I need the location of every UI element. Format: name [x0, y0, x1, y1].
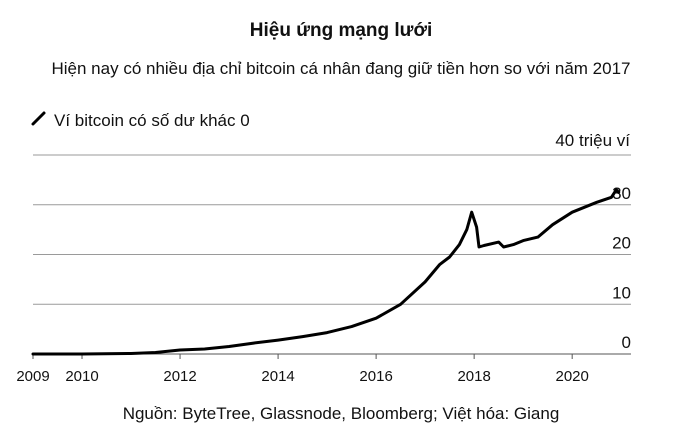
- y-tick-label: 0: [622, 333, 631, 352]
- gridlines: [33, 154, 631, 355]
- series-layer: [31, 188, 621, 356]
- x-tick-label: 2018: [457, 368, 490, 385]
- x-ticks: 2009 2010 2012 2014 2016 2018 2020: [16, 354, 589, 385]
- legend: Ví bitcoin có số dư khác 0: [31, 111, 250, 130]
- legend-label: Ví bitcoin có số dư khác 0: [54, 111, 250, 130]
- chart-subtitle: Hiện nay có nhiều địa chỉ bitcoin cá nhâ…: [51, 59, 631, 78]
- x-tick-label: 2010: [65, 368, 98, 385]
- y-tick-label: 10: [612, 283, 631, 302]
- x-tick-label: 2009: [16, 368, 49, 385]
- x-tick-label: 2016: [359, 368, 392, 385]
- x-tick-label: 2020: [555, 368, 588, 385]
- x-tick-label: 2012: [163, 368, 196, 385]
- legend-line-marker: [31, 111, 46, 126]
- chart-title: Hiệu ứng mạng lưới: [249, 20, 433, 41]
- series-line: [31, 188, 621, 356]
- source-note: Nguồn: ByteTree, Glassnode, Bloomberg; V…: [122, 404, 560, 423]
- x-tick-label: 2014: [261, 368, 294, 385]
- y-unit-label: 40 triệu ví: [555, 131, 630, 150]
- y-tick-label: 20: [612, 234, 631, 253]
